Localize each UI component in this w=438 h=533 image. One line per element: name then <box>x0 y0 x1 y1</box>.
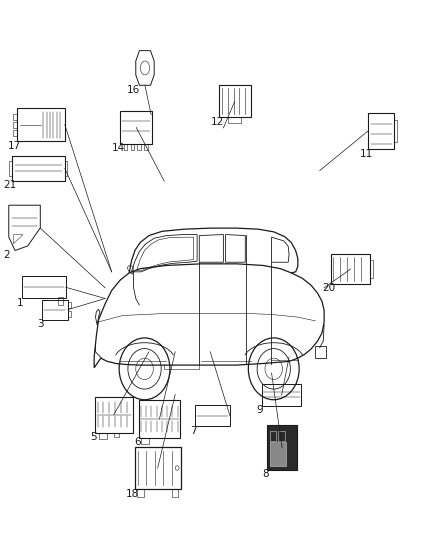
Bar <box>267 425 297 470</box>
Text: 5: 5 <box>90 432 97 442</box>
Text: 18: 18 <box>126 489 139 498</box>
Bar <box>145 144 148 150</box>
Bar <box>131 144 134 150</box>
Bar <box>13 114 17 120</box>
Text: 17: 17 <box>7 141 21 150</box>
Text: 20: 20 <box>322 283 335 293</box>
Bar <box>58 297 63 305</box>
Bar <box>219 85 251 117</box>
Bar <box>141 438 148 444</box>
Text: 14: 14 <box>112 143 125 153</box>
Bar <box>139 400 180 438</box>
Text: 11: 11 <box>360 149 373 158</box>
Bar <box>269 431 276 441</box>
Bar <box>114 433 119 437</box>
Text: 9: 9 <box>257 406 264 415</box>
Bar <box>13 131 17 136</box>
Bar <box>9 161 12 176</box>
Text: 1: 1 <box>17 298 24 308</box>
Bar <box>331 254 370 284</box>
Bar <box>138 144 141 150</box>
Text: 2: 2 <box>4 250 11 260</box>
Bar <box>370 260 373 278</box>
Bar <box>137 489 144 497</box>
Bar <box>368 113 394 149</box>
Bar <box>315 346 326 358</box>
Text: 7: 7 <box>190 426 197 435</box>
Bar <box>13 122 17 128</box>
Text: 8: 8 <box>262 470 269 479</box>
Bar <box>120 111 152 144</box>
Text: 16: 16 <box>127 85 140 94</box>
Bar <box>22 276 66 298</box>
Bar <box>42 300 68 320</box>
Bar <box>229 117 241 123</box>
Bar <box>279 431 285 441</box>
Text: 21: 21 <box>3 181 16 190</box>
Bar <box>262 384 301 406</box>
Bar <box>12 156 65 181</box>
Text: 3: 3 <box>37 319 44 329</box>
Bar <box>95 397 133 433</box>
Bar <box>17 108 65 141</box>
Bar <box>99 433 107 439</box>
Bar <box>269 442 286 466</box>
Bar <box>68 302 71 308</box>
Bar <box>394 120 397 142</box>
Text: 6: 6 <box>134 438 141 447</box>
Bar <box>172 489 178 497</box>
Text: 12: 12 <box>211 117 224 126</box>
Bar <box>124 144 127 150</box>
Bar <box>68 311 71 317</box>
Bar <box>65 161 67 176</box>
Bar <box>195 405 230 426</box>
Bar <box>135 447 181 489</box>
